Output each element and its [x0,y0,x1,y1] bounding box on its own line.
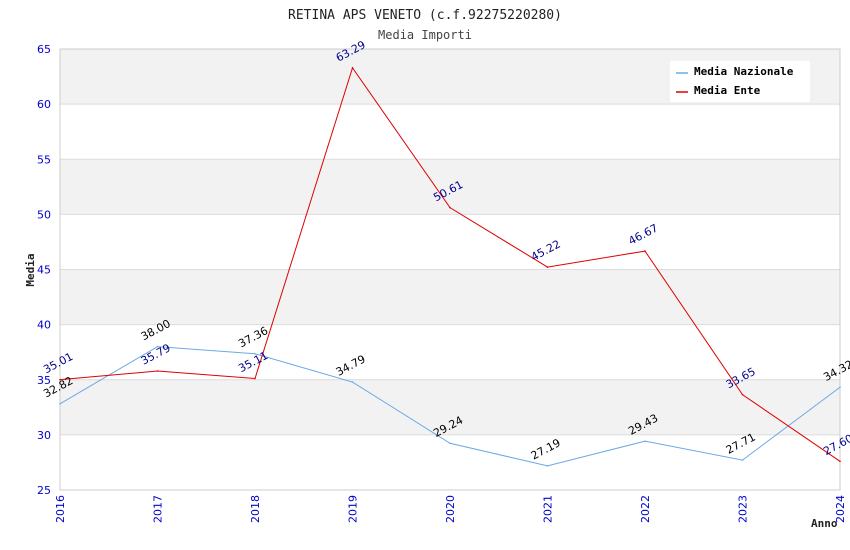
x-tick-label: 2020 [444,495,457,523]
band-30 [60,379,840,435]
band-40 [60,269,840,325]
chart-subtitle: Media Importi [378,28,472,42]
x-tick-label: 2023 [737,495,750,523]
y-tick-label: 30 [37,429,51,442]
data-point [156,345,159,348]
series-lines [59,66,841,467]
data-point [449,206,451,209]
chart-title: RETINA APS VENETO (c.f.92275220280) [288,8,562,23]
data-label: 35.79 [139,341,173,367]
data-label: 27.19 [529,436,563,462]
y-axis-label: Media [24,253,37,286]
y-tick-label: 40 [37,319,51,332]
data-point [351,67,354,69]
data-point [839,386,841,389]
legend: Media Nazionale Media Ente [670,61,810,102]
y-tick-label: 60 [37,98,51,111]
data-label: 35.01 [41,350,75,376]
data-point [351,381,354,383]
data-label: 27.60 [821,432,850,458]
data-point [59,402,61,405]
legend-label-media-ente: Media Ente [694,84,761,97]
y-tick-label: 25 [37,484,51,497]
x-tick-label: 2019 [347,495,360,523]
x-tick-label: 2018 [249,495,262,523]
data-label: 34.79 [334,352,368,378]
y-tick-label: 45 [37,264,51,277]
background-bands [60,49,840,435]
data-label: 45.22 [529,237,563,263]
x-tick-label: 2021 [542,495,555,523]
data-point [741,459,744,461]
y-axis-ticks: 25 30 35 40 45 50 55 60 65 [37,43,51,497]
legend-box [670,61,810,102]
plot-area [59,48,841,491]
data-point [644,250,646,252]
x-axis-label: Anno [811,517,838,530]
x-tick-label: 2024 [834,495,847,523]
data-point [546,465,549,467]
data-point [59,378,61,381]
y-tick-label: 35 [37,374,51,387]
data-point [254,377,256,380]
band-50 [60,159,840,215]
x-tick-label: 2022 [639,495,652,523]
y-tick-label: 55 [37,153,51,166]
data-point [839,460,841,463]
data-point [254,352,256,355]
y-tick-label: 50 [37,208,51,221]
x-axis-ticks: 2016 2017 2018 2019 2020 2021 2022 2023 2024 [54,495,847,523]
data-point [156,370,159,372]
data-point [741,393,744,396]
data-point [546,266,549,268]
legend-label-media-nazionale: Media Nazionale [694,65,794,78]
y-tick-label: 65 [37,43,51,56]
x-tick-label: 2016 [54,495,67,523]
data-point [449,442,451,445]
data-label: 46.67 [626,221,660,247]
x-tick-label: 2017 [152,495,165,523]
data-point [644,440,646,442]
